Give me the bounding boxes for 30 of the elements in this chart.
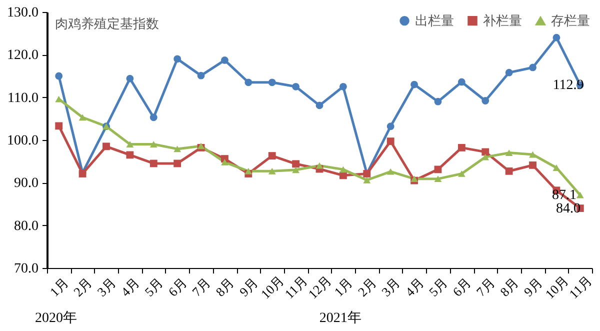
y-tick-label: 70.0 [14,262,38,276]
x-tick-label: 3月 [94,274,119,300]
text: 2020年 [35,310,77,326]
y-tick-label: 120.0 [7,48,38,64]
legend-label: 出栏量 [415,14,454,29]
y-tick-label: 110.0 [8,90,38,106]
x-tick-label: 6月 [450,274,474,300]
x-tick-label: 7月 [188,274,214,300]
x-tick-label: 8月 [212,274,238,300]
x-tick-label: 6月 [165,274,190,300]
x-tick-label: 4月 [402,274,427,300]
y-tick-label: 100.0 [7,134,38,148]
data-label: 112.9 [552,78,584,93]
y-tick-label: 130.0 [7,6,38,20]
data-label: 84.0 [556,201,581,216]
legend-label: 存栏量 [551,14,590,30]
legend-label: 补栏量 [483,14,522,29]
x-tick-label: 8月 [497,274,522,300]
x-tick-label: 1月 [46,274,72,300]
x-tick-label: 5月 [426,274,450,300]
x-tick-label: 4月 [118,274,142,300]
x-tick-label: 7月 [473,274,498,300]
x-tick-label: 5月 [142,274,166,300]
x-tick-label: 3月 [378,274,403,300]
text: 2021年 [319,310,362,326]
chart-title: 肉鸡养殖定基指数 [55,16,159,32]
y-tick-label: 90.0 [14,176,38,192]
x-tick-label: 2月 [354,274,380,300]
y-tick-label: 80.0 [14,218,38,234]
x-tick-label: 2月 [70,274,95,300]
